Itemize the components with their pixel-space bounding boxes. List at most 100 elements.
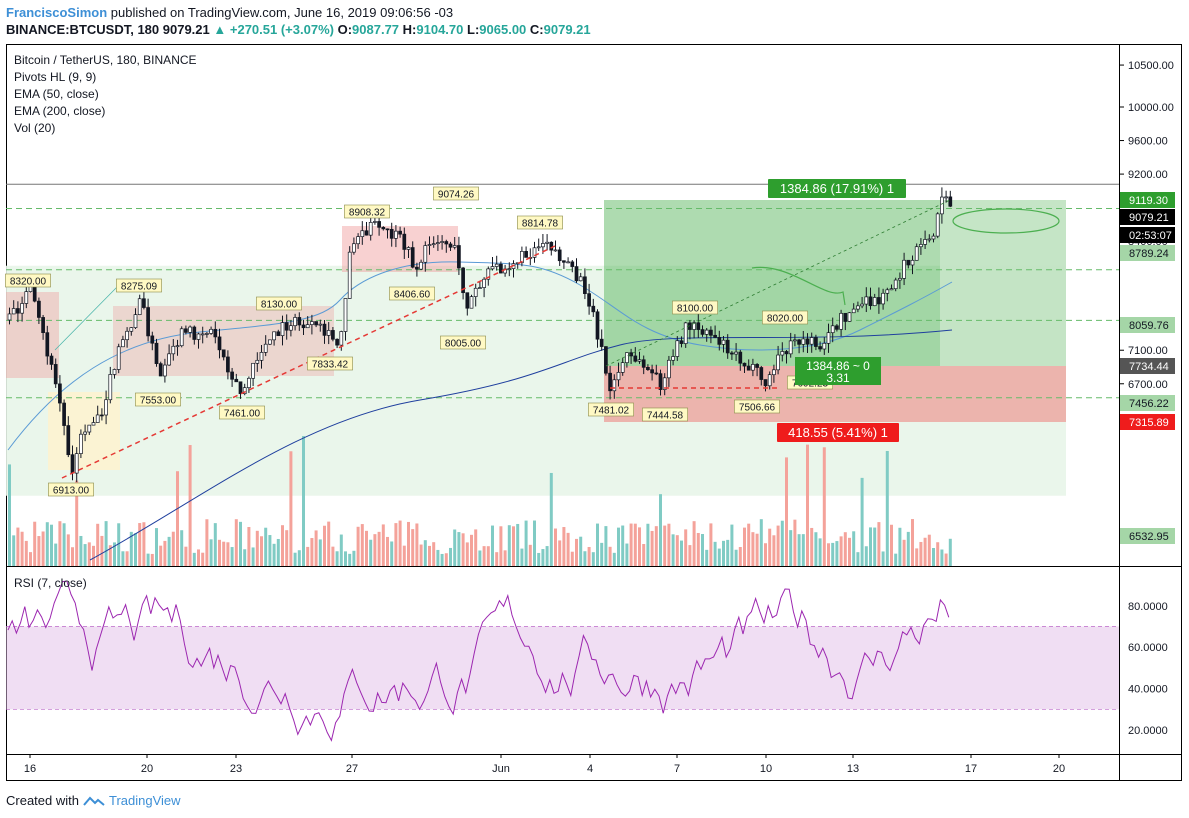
candle-body bbox=[70, 454, 75, 474]
candle-body bbox=[604, 346, 608, 374]
candle-body bbox=[91, 422, 96, 426]
volume-bar bbox=[50, 524, 53, 566]
volume-bar bbox=[881, 551, 885, 566]
pivot-label-box bbox=[588, 402, 634, 417]
price-tag-box bbox=[1120, 227, 1175, 243]
candle-body bbox=[116, 346, 121, 370]
volume-bar bbox=[722, 540, 725, 566]
volume-bar bbox=[33, 521, 37, 566]
price-tag: 7315.89 bbox=[1129, 417, 1169, 429]
volume-bar bbox=[692, 521, 696, 566]
volume-bar bbox=[138, 523, 142, 566]
volume-bar bbox=[512, 526, 515, 566]
volume-bar bbox=[629, 523, 633, 566]
candle-body bbox=[427, 244, 432, 246]
candle-body bbox=[620, 362, 625, 373]
candle-body bbox=[276, 331, 281, 337]
candle-body bbox=[940, 196, 944, 215]
candle-body bbox=[226, 356, 230, 373]
candle-body bbox=[272, 331, 276, 341]
volume-bar bbox=[764, 543, 767, 566]
volume-bar bbox=[306, 546, 310, 566]
candle-body bbox=[53, 364, 58, 385]
zone-box-4 bbox=[48, 392, 120, 470]
candle-body bbox=[129, 327, 134, 332]
volume-bar bbox=[675, 535, 679, 566]
volume-bar bbox=[310, 538, 314, 566]
volume-bar bbox=[906, 531, 910, 566]
candle-body bbox=[494, 263, 499, 267]
candle-body bbox=[730, 352, 734, 355]
volume-bar bbox=[268, 535, 272, 566]
legend-rsi: RSI (7, close) bbox=[14, 576, 87, 590]
candle-body bbox=[704, 329, 709, 335]
candle-body bbox=[419, 261, 423, 270]
candle-body bbox=[24, 291, 29, 304]
volume-bar bbox=[37, 536, 41, 566]
candle-body bbox=[356, 236, 360, 245]
price-tick-label: 10500.00 bbox=[1128, 60, 1174, 72]
price-chart[interactable]: 8320.00 6913.00 8275.09 7553.00 7461.00 8130.… bbox=[0, 0, 1189, 790]
candle-body bbox=[108, 374, 113, 401]
target-zone-ext bbox=[940, 200, 1066, 366]
candle-body bbox=[326, 330, 331, 336]
price-tag: 02:53:07 bbox=[1129, 230, 1172, 242]
author-link[interactable]: FranciscoSimon bbox=[6, 5, 108, 20]
candle-body bbox=[87, 424, 92, 433]
candle-body bbox=[448, 243, 453, 248]
candle-body bbox=[654, 372, 659, 375]
volume-bar bbox=[919, 541, 923, 566]
candle-body bbox=[793, 339, 797, 342]
candle-body bbox=[230, 371, 234, 380]
candle-body bbox=[889, 288, 894, 291]
high-value: 9104.70 bbox=[416, 22, 464, 37]
volume-bar bbox=[239, 521, 242, 566]
tradingview-link[interactable]: TradingView bbox=[108, 793, 181, 808]
volume-bar bbox=[596, 523, 599, 566]
time-tick-label: 10 bbox=[760, 763, 772, 775]
candle-body bbox=[499, 263, 503, 274]
entry-badge: 1384.86 ~ 0 bbox=[806, 359, 870, 373]
candle-body bbox=[398, 230, 402, 235]
candle-body bbox=[121, 339, 125, 348]
volume-bar bbox=[776, 525, 780, 566]
candle-body bbox=[179, 328, 184, 347]
candle-body bbox=[146, 307, 150, 337]
candle-body bbox=[641, 359, 646, 368]
candle-body bbox=[318, 323, 323, 326]
candle-body bbox=[486, 268, 491, 280]
volume-bar bbox=[411, 529, 415, 566]
volume-bar bbox=[932, 548, 935, 566]
candle-body bbox=[364, 230, 369, 236]
volume-bar bbox=[453, 529, 457, 566]
candle-body bbox=[709, 329, 713, 336]
volume-bar bbox=[549, 472, 553, 566]
rsi-band bbox=[6, 626, 1119, 710]
price-tag: 9119.30 bbox=[1129, 195, 1168, 207]
volume-bar bbox=[83, 544, 87, 566]
candle-body bbox=[293, 317, 297, 327]
candle-body bbox=[910, 259, 915, 266]
volume-bar bbox=[167, 536, 171, 566]
candle-body bbox=[125, 330, 129, 341]
price-tag-box bbox=[1120, 528, 1175, 544]
candle-body bbox=[352, 243, 356, 253]
volume-bar bbox=[129, 531, 133, 566]
candle-body bbox=[331, 330, 335, 340]
volume-bar bbox=[579, 536, 583, 566]
candle-body bbox=[675, 340, 680, 357]
candle-body bbox=[864, 296, 869, 305]
candle-body bbox=[297, 317, 302, 326]
volume-bar bbox=[87, 542, 91, 566]
volume-bar bbox=[16, 527, 20, 566]
volume-bar bbox=[247, 527, 251, 566]
volume-bar bbox=[654, 526, 658, 566]
volume-bar bbox=[583, 551, 587, 566]
candle-body bbox=[780, 351, 785, 356]
volume-bar bbox=[860, 477, 864, 566]
volume-bar bbox=[171, 531, 175, 566]
volume-bar bbox=[839, 536, 843, 566]
volume-bar bbox=[29, 552, 32, 566]
entry-badge-box bbox=[795, 357, 881, 385]
candle-body bbox=[801, 338, 806, 345]
